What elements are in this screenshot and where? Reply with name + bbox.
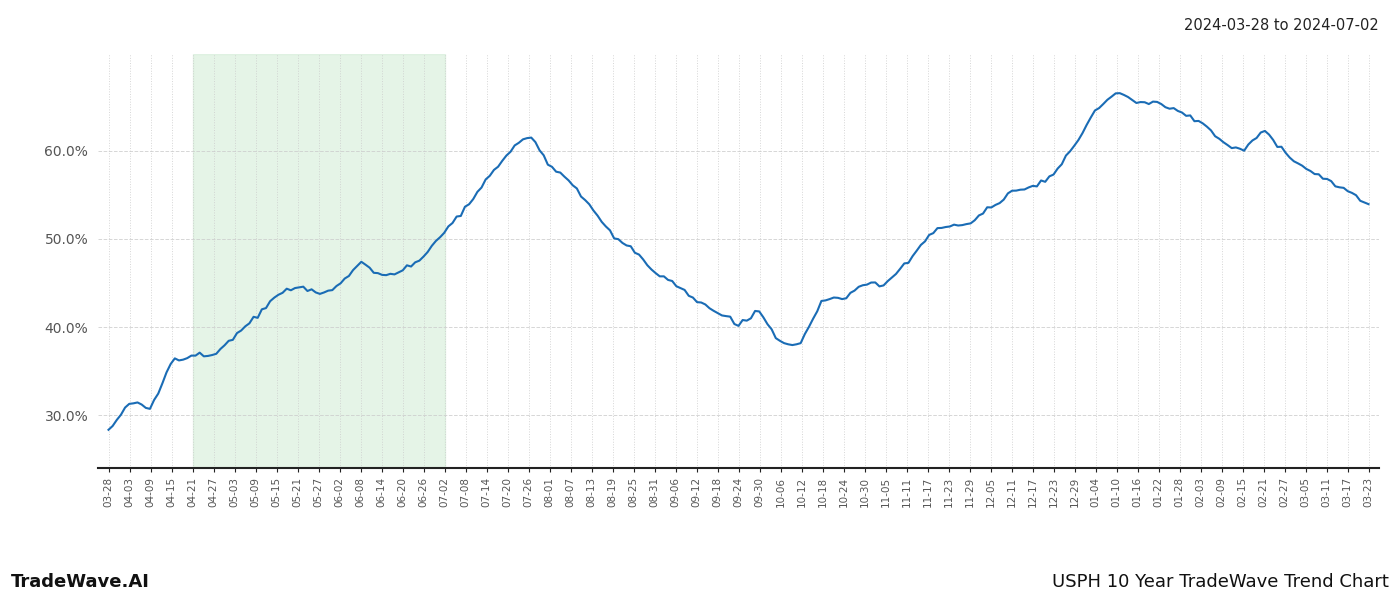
- Bar: [193, 54, 445, 468]
- Text: USPH 10 Year TradeWave Trend Chart: USPH 10 Year TradeWave Trend Chart: [1051, 573, 1389, 591]
- Text: 2024-03-28 to 2024-07-02: 2024-03-28 to 2024-07-02: [1184, 18, 1379, 33]
- Text: TradeWave.AI: TradeWave.AI: [11, 573, 150, 591]
